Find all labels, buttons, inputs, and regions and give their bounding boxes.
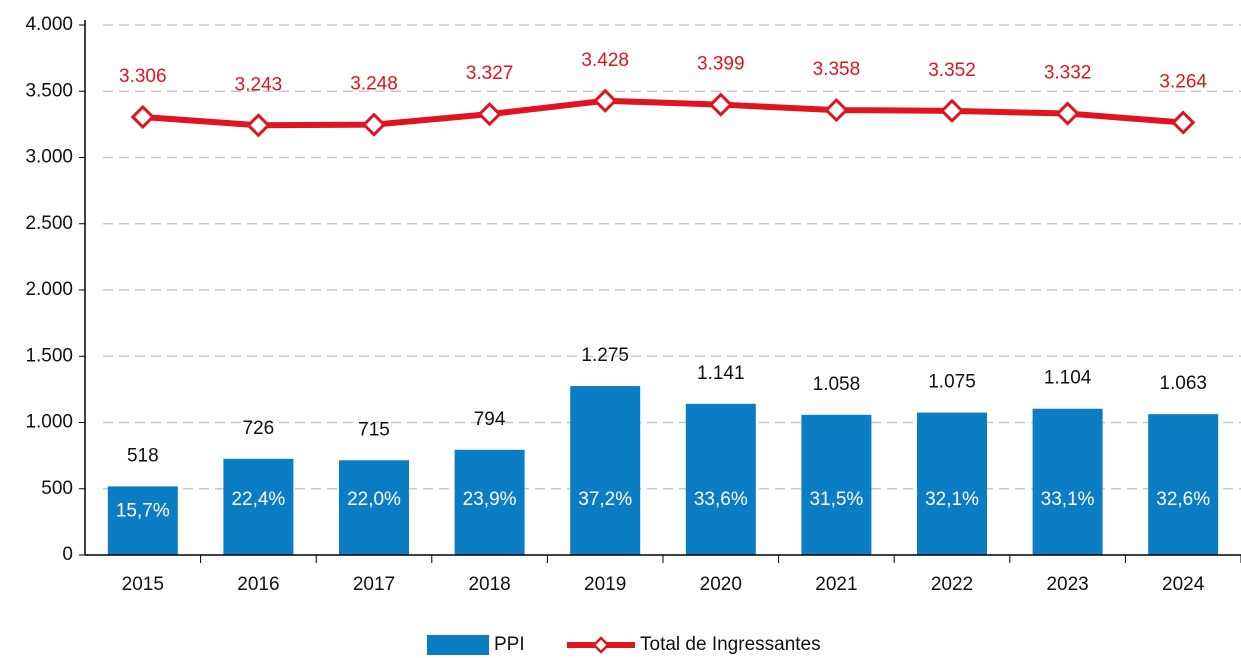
bar-share-label: 31,5% [809,489,863,510]
line-value-label: 3.399 [697,54,745,75]
bar [1032,408,1103,555]
bar-share-label: 32,1% [925,489,979,510]
line-marker [477,102,502,127]
line-value-label: 3.248 [350,74,398,95]
bar [107,486,178,555]
line-marker [361,112,387,137]
bar-share-label: 23,9% [463,489,517,510]
bar-value-label: 794 [474,409,506,430]
legend-label: PPI [494,634,525,655]
bar-share-label: 32,6% [1156,489,1210,510]
legend-label: Total de Ingressantes [640,634,821,655]
line-marker [708,92,733,117]
bar-value-label: 715 [358,419,390,440]
y-tick-label: 3.500 [25,80,73,101]
line-value-label: 3.264 [1159,72,1207,93]
line-marker [824,97,849,123]
line-value-label: 3.327 [466,63,514,84]
x-tick-label: 2019 [584,574,626,595]
bar [1148,414,1219,555]
bar-share-label: 15,7% [116,500,170,521]
x-tick-label: 2022 [931,574,973,595]
y-tick-label: 0 [62,544,73,565]
bar [454,449,525,555]
x-tick-label: 2020 [700,574,742,595]
line-value-label: 3.358 [813,59,861,80]
legend-swatch [427,635,489,655]
line-marker [593,88,618,113]
bar-value-label: 1.075 [928,372,976,393]
legend-marker [592,636,610,654]
x-tick-label: 2018 [468,574,510,595]
bar-value-label: 1.104 [1044,368,1092,389]
y-tick-label: 1.000 [25,412,73,433]
line-marker [939,98,965,123]
line-value-label: 3.428 [581,50,629,71]
bar-share-label: 33,1% [1041,489,1095,510]
line-marker [1171,110,1196,135]
line-value-label: 3.332 [1044,63,1092,84]
bar-value-label: 1.058 [813,374,861,395]
line-value-label: 3.243 [235,74,283,95]
line-value-label: 3.306 [119,66,167,87]
line-marker [130,104,155,130]
line-value-label: 3.352 [928,60,976,81]
y-tick-label: 2.000 [25,279,73,300]
bar-value-label: 1.275 [581,345,629,366]
y-tick-label: 1.500 [25,345,73,366]
line [142,97,1184,129]
x-tick-label: 2017 [353,574,395,595]
bar [685,403,756,555]
y-tick-label: 3.000 [25,147,73,168]
y-tick-label: 2.500 [25,213,73,234]
y-tick-label: 500 [41,478,73,499]
x-tick-label: 2015 [122,574,164,595]
x-tick-label: 2023 [1046,574,1088,595]
bar [223,458,294,555]
bar-share-label: 33,6% [694,489,748,510]
line-marker [246,113,271,138]
bar-value-label: 1.063 [1159,373,1207,394]
line-marker [1055,101,1080,126]
bar [801,414,872,555]
bar [339,460,409,555]
bar-value-label: 518 [127,445,159,466]
y-tick-label: 4.000 [25,14,73,35]
bar-share-label: 37,2% [578,489,632,510]
bar-value-label: 1.141 [697,363,745,384]
x-tick-label: 2024 [1162,574,1205,595]
bar-share-label: 22,0% [347,489,401,510]
bar [917,412,987,555]
bar-value-label: 726 [243,418,275,439]
bar [570,386,641,555]
x-tick-label: 2021 [815,574,857,595]
bar-share-label: 22,4% [231,489,285,510]
x-tick-label: 2016 [237,574,279,595]
